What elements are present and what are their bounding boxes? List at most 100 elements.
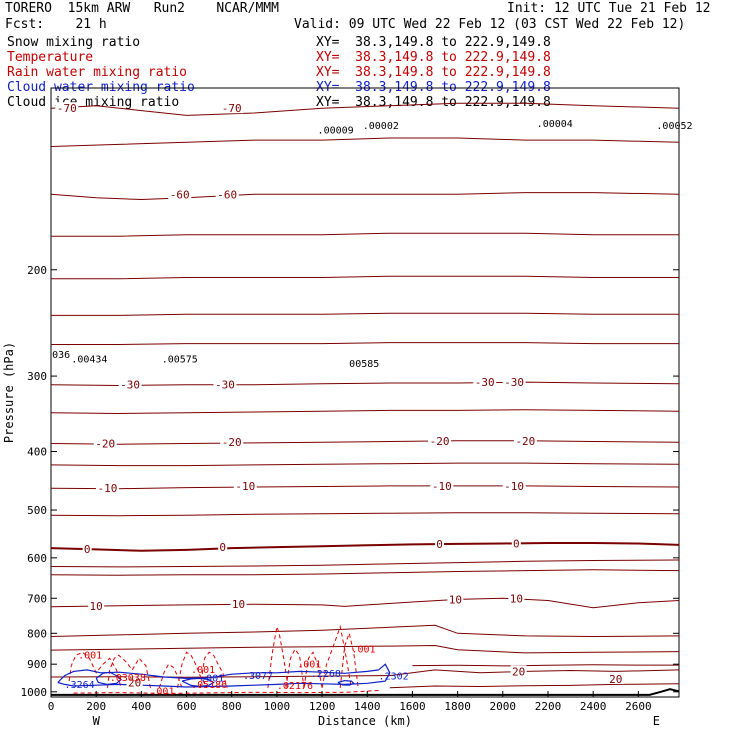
temperature-label: 20	[512, 665, 525, 678]
cloudwater-contour-cw-2	[95, 671, 122, 686]
isotherm--5	[50, 512, 680, 517]
temperature-label-bg	[428, 434, 452, 446]
temperature-label: -30	[120, 379, 140, 392]
y-tick-label-500: 500	[27, 504, 47, 517]
rain-contour-rain-4	[177, 651, 208, 689]
temperature-label-bg	[502, 376, 526, 388]
forecast-hour: Fcst: 21 h	[5, 17, 107, 32]
temperature-label: 0	[513, 537, 520, 550]
temperature-label: 10	[510, 592, 523, 605]
y-axis-label: Pressure (hPa)	[2, 342, 16, 443]
valid-time: Valid: 09 UTC Wed 22 Feb 12 (03 CST Wed …	[294, 17, 686, 32]
cloud-extremum-label: .001	[200, 674, 224, 685]
rain-contour-rain-7	[285, 648, 305, 688]
temperature-label: 10	[449, 593, 462, 606]
rain-contour-rain-1	[68, 651, 122, 688]
snow-extremum-label: .00002	[363, 121, 399, 132]
x-axis-label: Distance (km)	[318, 714, 412, 728]
temperature-label: -20	[515, 435, 535, 448]
temperature-label-bg	[447, 593, 464, 605]
y-tick-label-700: 700	[27, 592, 47, 605]
rain-contour-rain-5	[199, 651, 228, 688]
rain-contour-rain-6	[267, 624, 289, 688]
rain-extremum-label: .001	[150, 686, 174, 697]
x-tick-label-2600: 2600	[625, 700, 652, 713]
isotherm-18	[412, 664, 679, 667]
isotherm-22	[389, 683, 680, 689]
snow-extremum-label: .00434	[71, 355, 107, 366]
rain-extremum-label: .03038	[110, 673, 146, 684]
legend-rain-xy: XY= 38.3,149.8 to 222.9,149.8	[316, 65, 551, 80]
temperature-label: -60	[170, 188, 190, 201]
temperature-label: -20	[95, 438, 115, 451]
temperature-label: -10	[235, 480, 255, 493]
temperature-label-bg	[510, 665, 527, 677]
snow-extremum-label: .00004	[537, 119, 573, 130]
isotherm--25	[50, 409, 680, 415]
rain-contour-rain-11	[73, 690, 379, 694]
rain-extremum-label: .001	[297, 660, 321, 671]
isotherm-0	[50, 542, 680, 552]
temperature-label: -10	[432, 480, 452, 493]
isotherm-10	[50, 597, 680, 609]
temperature-label-bg	[95, 482, 119, 494]
rain-contour-rain-10	[339, 631, 359, 688]
temperature-label: 0	[84, 543, 91, 556]
contour-label-layer: -70 -70 -60 -60 -30 -30 -30 -30 -20 -20 -20 -20 -10 -…	[52, 102, 693, 697]
temperature-label: -70	[222, 102, 242, 115]
temperature-label: 20	[609, 673, 622, 686]
cloud-extremum-label: .3077	[243, 671, 273, 682]
x-tick-label-1000: 1000	[264, 700, 291, 713]
isotherm--35	[51, 342, 679, 345]
temperature-label: 10	[90, 600, 103, 613]
temperature-label-bg	[220, 102, 244, 114]
temperature-label-bg	[473, 376, 497, 388]
y-tick-label-300: 300	[27, 370, 47, 383]
isotherm--70b	[50, 137, 680, 147]
isotherm--10	[50, 485, 680, 490]
isotherm--40	[51, 312, 679, 316]
isotherm--30	[50, 381, 680, 387]
init-time: Init: 12 UTC Tue 21 Feb 12	[507, 1, 711, 16]
rain-extremum-label: .001	[78, 650, 102, 661]
x-tick-label-600: 600	[177, 700, 197, 713]
snow-extremum-label: .00052	[656, 121, 692, 132]
cloudwater-contour-cw-3	[181, 677, 215, 688]
temperature-label: 0	[219, 541, 226, 554]
rain-extremum-label: .05186	[191, 680, 227, 691]
temperature-label: -20	[222, 436, 242, 449]
isotherm-15	[50, 644, 680, 654]
temperature-label: 20	[128, 676, 141, 689]
isotherm-12	[50, 624, 680, 638]
y-tick-label-200: 200	[27, 264, 47, 277]
snow-extremum-label: 00585	[349, 359, 379, 370]
temperature-label-bg	[126, 676, 143, 688]
temperature-label-bg	[233, 479, 257, 491]
y-tick-label-400: 400	[27, 446, 47, 459]
temperature-label-bg	[511, 537, 521, 549]
temperature-label-bg	[502, 479, 526, 491]
temperature-label: -20	[430, 435, 450, 448]
cloudwater-contour-cw-4	[337, 679, 355, 686]
model-title: TORERO 15km ARW Run2 NCAR/MMM	[5, 1, 279, 16]
temperature-label: -60	[217, 188, 237, 201]
temperature-label-bg	[513, 434, 537, 446]
cloud-extremum-label: .2302	[379, 672, 409, 683]
isotherm-surface	[51, 688, 680, 696]
x-tick-label-400: 400	[131, 700, 151, 713]
temperature-label-bg	[82, 542, 92, 554]
legend-rain-label: Rain water mixing ratio	[7, 65, 188, 80]
isotherm--70	[50, 102, 680, 116]
cloudwater-contour-cw-1	[57, 663, 391, 688]
x-tick-label-1600: 1600	[399, 700, 426, 713]
temperature-label: 0	[436, 538, 443, 551]
isotherm--50	[51, 232, 679, 237]
temperature-label-bg	[430, 479, 454, 491]
temperature-label-bg	[215, 188, 239, 200]
x-tick-label-200: 200	[86, 700, 106, 713]
rain-extremum-label: .001	[191, 665, 215, 676]
legend-snow-xy: XY= 38.3,149.8 to 222.9,149.8	[316, 35, 551, 50]
rain-extremum-label: .001	[351, 644, 375, 655]
plot-frame	[50, 87, 680, 698]
